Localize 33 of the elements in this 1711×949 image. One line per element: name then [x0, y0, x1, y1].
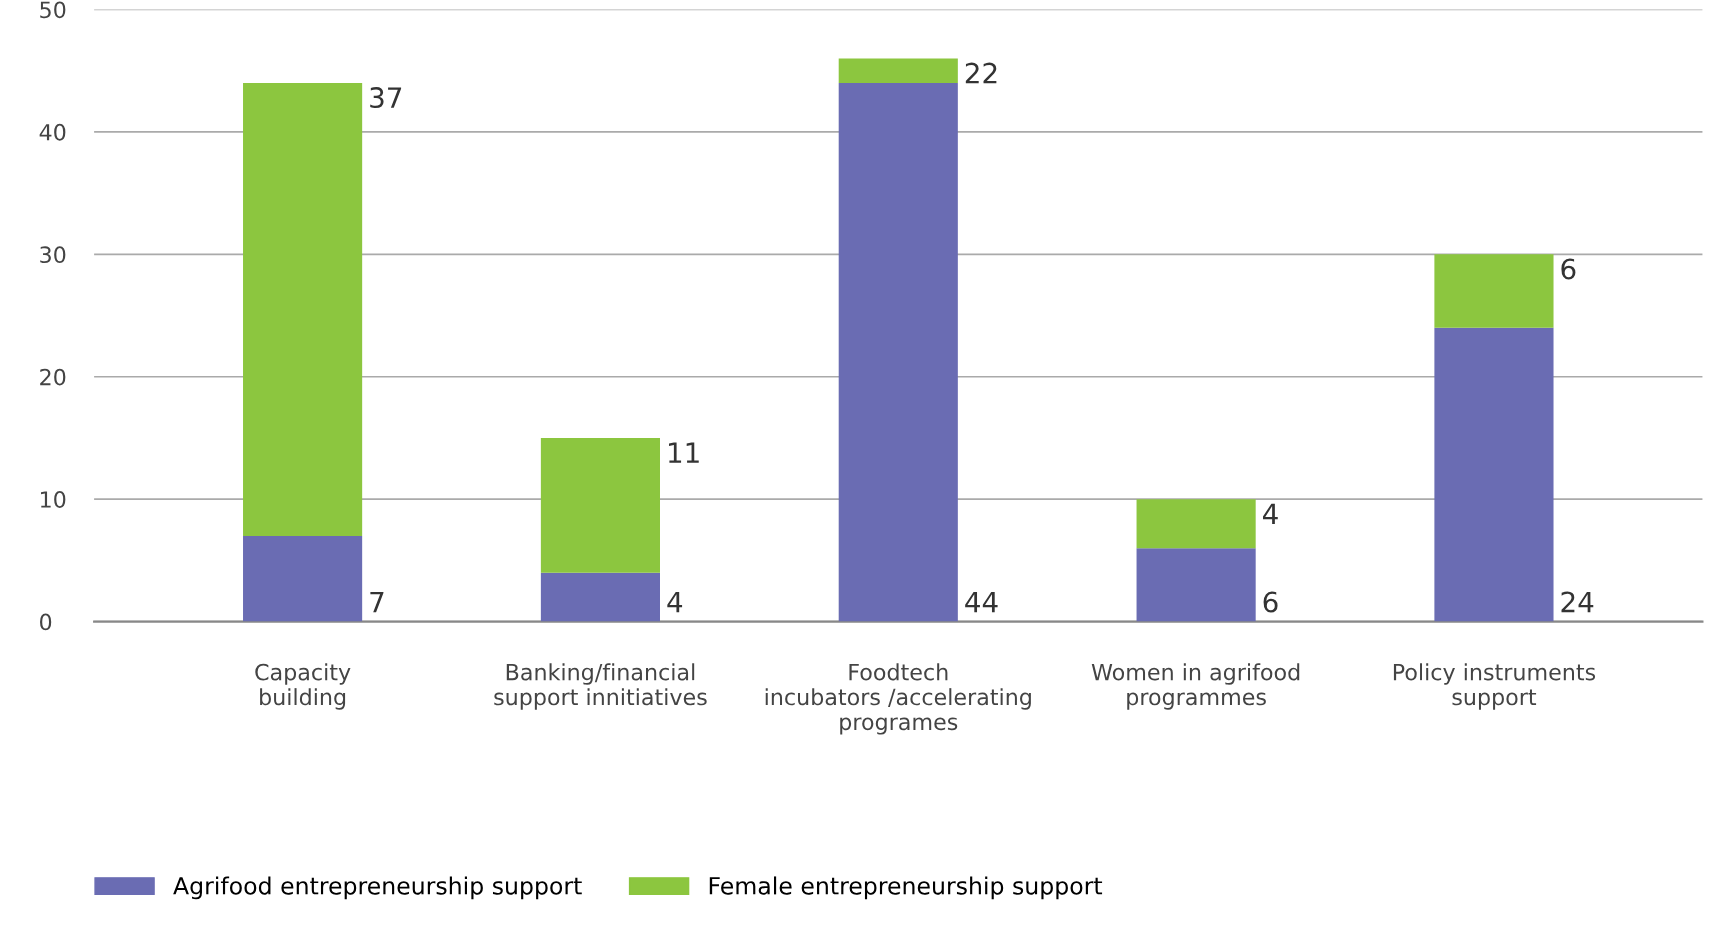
annotation: 22	[965, 62, 997, 84]
data-label: 37	[370, 87, 402, 109]
bar	[1434, 327, 1554, 622]
data-label: 6	[1263, 591, 1278, 613]
data-label: 24	[1561, 591, 1594, 613]
bar	[243, 82, 363, 536]
data-label: 44	[965, 591, 998, 613]
bar	[838, 58, 958, 83]
data-label: 4	[667, 591, 683, 613]
data-label: 7	[370, 591, 384, 613]
y-tick-label: 20	[40, 368, 66, 386]
y-tick-label: 30	[40, 246, 66, 264]
y-tick-label: 10	[40, 491, 66, 508]
legend-label: Female entrepreneurship support	[709, 876, 1103, 900]
x-tick-label: Banking/financial support innitiatives	[494, 663, 707, 710]
data-label: 4	[1263, 503, 1278, 524]
y-tick-label: 50	[40, 1, 66, 19]
bar	[540, 572, 660, 622]
data-label: 11	[669, 442, 699, 463]
bar	[1136, 499, 1256, 549]
legend-label: Agrifood entrepreneurship support	[173, 876, 582, 900]
x-tick-label: Foodtech incubators /accelerating programes	[765, 663, 1031, 735]
bar	[540, 437, 660, 573]
y-tick-label: 0	[40, 613, 52, 631]
bar	[243, 535, 363, 622]
y-tick-label: 40	[39, 123, 66, 141]
x-tick-label: Women in agrifood programmes	[1091, 663, 1300, 710]
bar	[1136, 548, 1256, 622]
x-tick-label: Capacity building	[255, 663, 351, 710]
x-tick-label: Policy instruments support	[1393, 663, 1596, 710]
data-label: 6	[1561, 258, 1576, 280]
bar	[1434, 254, 1554, 328]
bar	[838, 82, 958, 622]
